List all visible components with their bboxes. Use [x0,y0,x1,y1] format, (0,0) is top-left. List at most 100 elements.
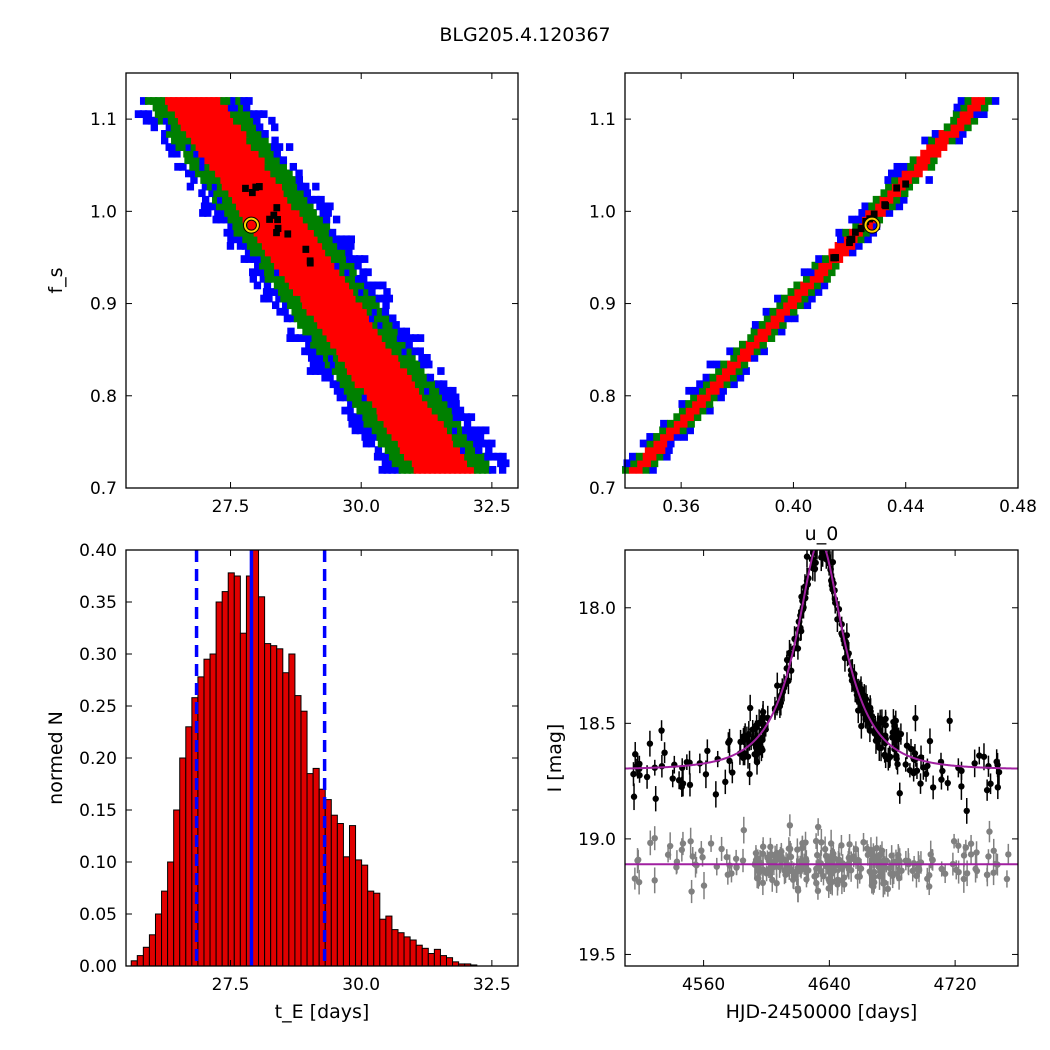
heatmap-cell [908,169,916,178]
heatmap-cell [238,228,246,237]
heatmap-cell [894,169,903,178]
heatmap-cell [963,116,972,125]
heatmap-cell [411,433,419,441]
heatmap-cell [353,419,361,428]
heatmap-cell [848,215,856,224]
heatmap-cell [302,327,310,336]
heatmap-cell [336,373,344,382]
heatmap-cell [223,228,231,237]
heatmap-cell [349,281,357,290]
heatmap-cell [396,334,405,342]
residual-point [855,856,862,864]
heatmap-cell [399,386,407,395]
heatmap-cell [842,228,850,237]
heatmap-cell [376,347,384,356]
heatmap-cell [457,413,466,422]
heatmap-cell [179,110,188,119]
heatmap-cell [673,413,681,422]
heatmap-cell [227,235,235,244]
axes-frame [624,549,1019,967]
heatmap-cell [964,97,972,105]
heatmap-cell [686,426,694,435]
heatmap-cell [808,288,816,296]
heatmap-cell [386,334,395,342]
heatmap-cell [336,367,345,375]
heatmap-cell [301,334,309,342]
heatmap-cell [396,459,405,468]
heatmap-cell [348,288,356,296]
heatmap-cell [348,314,357,323]
heatmap-cell [807,281,815,290]
heatmap-cell [653,439,661,448]
heatmap-cell [379,380,388,389]
x-tick-label: 27.5 [212,497,250,517]
heatmap-cell [666,433,675,441]
heatmap-cell [950,116,958,125]
heatmap-cell [255,143,264,151]
heatmap-cell [298,314,307,323]
heatmap-cell [339,360,348,369]
data-point [910,769,917,777]
heatmap-cell [381,307,390,316]
heatmap-cell [204,162,212,171]
heatmap-cell [760,334,769,342]
heatmap-cell [377,327,385,336]
heatmap-cell [314,268,322,277]
heatmap-cell [144,97,153,105]
heatmap-cell [451,433,460,441]
heatmap-cell [386,373,394,382]
heatmap-cell [463,419,472,428]
data-point [794,645,802,652]
data-point [944,779,951,787]
residual-point [821,845,829,853]
heatmap-cell [710,393,719,402]
heatmap-cell [157,103,166,112]
heatmap-cell [287,235,295,244]
heatmap-cell [702,373,710,382]
heatmap-cell [828,248,836,257]
heatmap-cell [185,143,193,151]
heatmap-cell [228,189,236,198]
heatmap-cell [402,367,410,375]
heatmap-cell [319,268,327,277]
heatmap-cell [302,222,311,231]
heatmap-cell [356,426,365,435]
heatmap-cell [794,288,802,296]
heatmap-cell [672,426,681,435]
residual-point [986,828,993,835]
heatmap-cell [769,307,777,316]
heatmap-cell [292,215,301,224]
heatmap-cell [317,301,325,310]
residual-point [983,871,991,878]
heatmap-cell [466,433,475,441]
heatmap-cell [421,406,430,415]
residual-point [856,873,863,880]
heatmap-cell [660,433,668,441]
heatmap-cell [254,248,263,257]
histogram-bar [191,697,199,967]
heatmap-cell [265,255,274,263]
heatmap-cell [878,209,887,217]
heatmap-cell [204,209,212,217]
heatmap-cell [187,103,196,112]
heatmap-cell [270,255,279,263]
heatmap-cell [339,268,347,277]
heatmap-cell [167,116,176,125]
heatmap-cell [864,235,872,244]
heatmap-cell [293,189,301,198]
heatmap-cell [376,406,384,415]
heatmap-cell [444,452,452,461]
heatmap-cell [239,162,247,171]
data-point [737,738,744,746]
heatmap-cell [355,340,363,349]
heatmap-cell [449,386,457,395]
heatmap-cell [364,380,373,389]
heatmap-cell [194,110,203,119]
histogram-bar [209,653,217,967]
residual-point [864,851,872,859]
heatmap-cell [894,189,902,198]
heatmap-cell [213,116,221,125]
heatmap-cell [312,195,320,204]
residual-point [635,856,642,863]
heatmap-cell [318,228,327,237]
